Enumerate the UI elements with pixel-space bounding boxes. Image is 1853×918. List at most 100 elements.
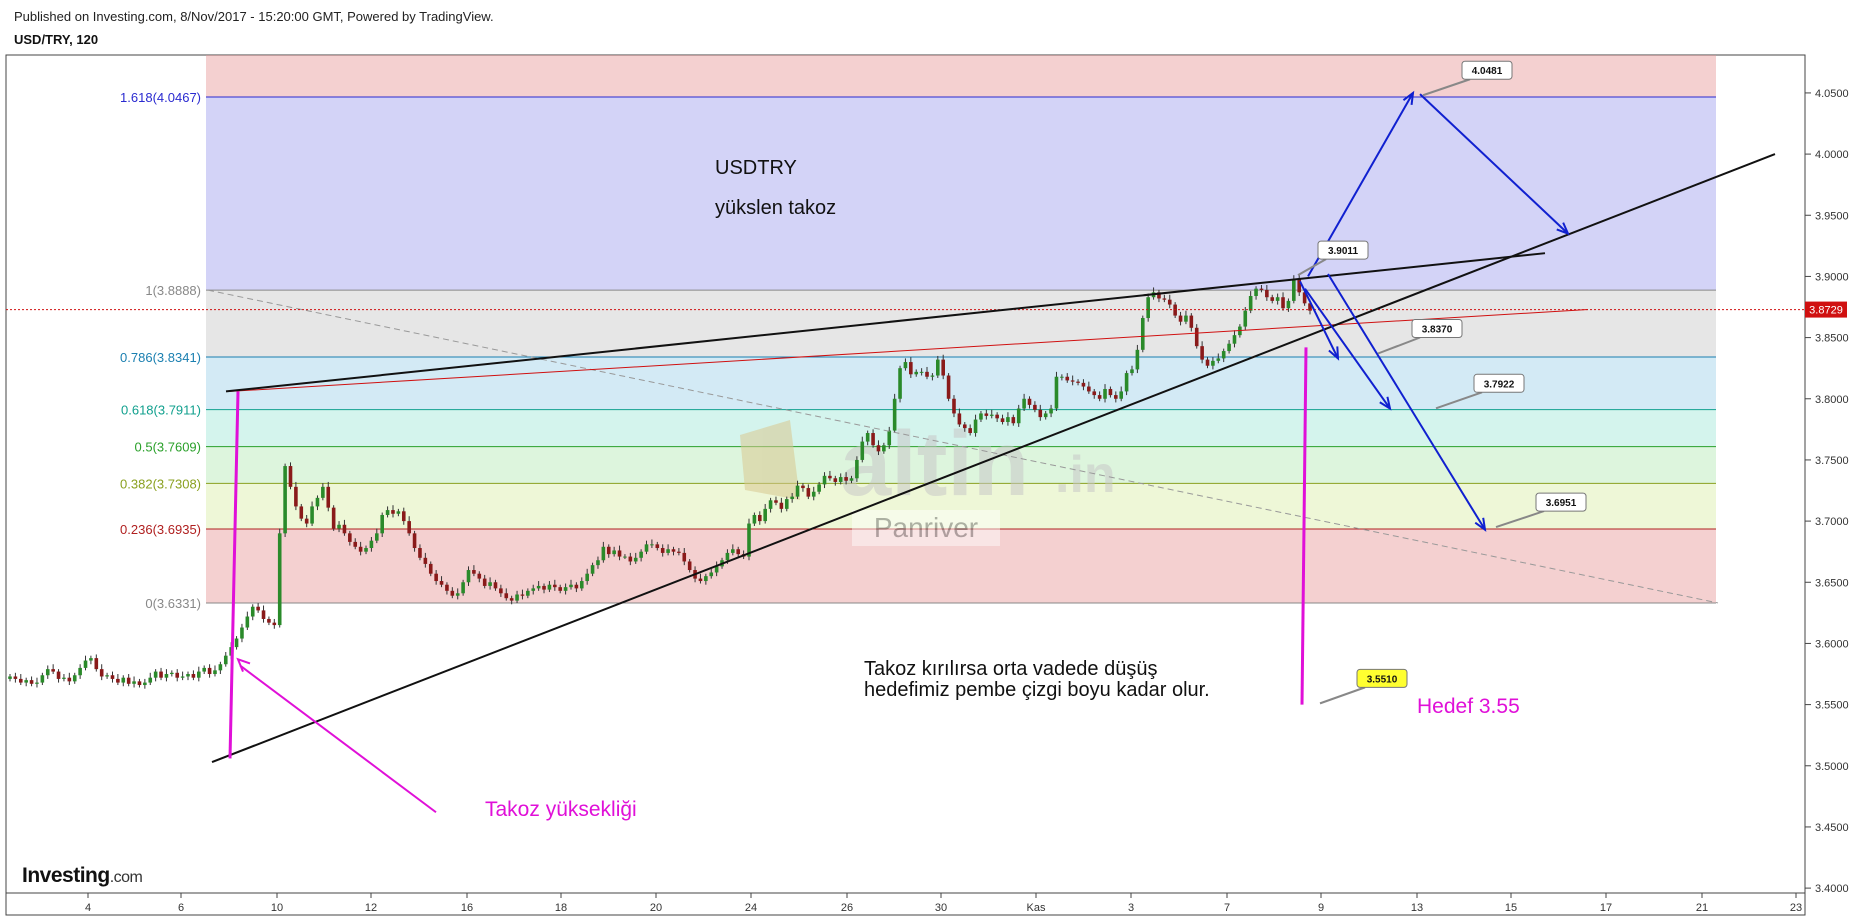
candle-body: [175, 672, 180, 678]
price-callout: 3.5510: [1319, 668, 1408, 705]
candle-body: [585, 573, 589, 582]
candle-body: [855, 459, 859, 479]
symbol-title: USD/TRY, 120: [14, 32, 99, 47]
candle-body: [56, 671, 61, 679]
candle-body: [504, 593, 509, 599]
candle-body: [391, 510, 395, 514]
candle-body: [89, 658, 93, 661]
price-callout: 3.7922: [1435, 373, 1525, 410]
time-tick-label: Kas: [1027, 902, 1046, 914]
time-tick-label: 15: [1505, 902, 1517, 914]
candle-body: [1146, 297, 1150, 319]
fib-zone: [206, 96, 1716, 291]
candle-body: [655, 544, 660, 549]
price-tick-label: 3.9500: [1815, 210, 1849, 222]
price-tick-label: 4.0500: [1815, 88, 1849, 100]
investing-logo[interactable]: Investing.com: [22, 864, 143, 888]
candle-body: [439, 581, 444, 585]
candle-body: [369, 540, 374, 549]
altin-watermark: altin .in Panriver: [740, 413, 1116, 546]
candle-body: [418, 548, 422, 558]
candle-body: [984, 413, 989, 416]
candle-body: [962, 424, 967, 429]
candle-body: [606, 546, 611, 555]
callout-box: [1411, 318, 1463, 338]
candle-body: [364, 548, 368, 552]
candle-body: [234, 638, 239, 648]
time-tick-label: 18: [555, 902, 567, 914]
candle-body: [957, 413, 962, 425]
candle-body: [650, 544, 654, 546]
price-callout: 4.0481: [1422, 60, 1513, 97]
publish-info: Published on Investing.com, 8/Nov/2017 -…: [14, 9, 494, 24]
fib-zone: [206, 446, 1716, 484]
annotation-comment: Takoz kırılırsa orta vadede düşüş hedefi…: [864, 659, 1210, 701]
candle-body: [40, 675, 45, 683]
candle-body: [833, 478, 838, 482]
candle-body: [617, 550, 622, 557]
fib-level-label: 0(3.6331): [145, 596, 201, 611]
callout-label: 3.8370: [1422, 324, 1453, 335]
logo-main: Investing: [22, 864, 110, 887]
candle-body: [1076, 381, 1080, 383]
price-tick-label: 3.7500: [1815, 455, 1849, 467]
candle-body: [946, 375, 951, 399]
time-tick-label: 26: [841, 902, 853, 914]
candle-body: [304, 518, 309, 524]
time-tick-label: 24: [745, 902, 757, 914]
candle-body: [736, 549, 741, 555]
candle-body: [1038, 409, 1043, 418]
candle-body: [1043, 413, 1048, 418]
candle-body: [639, 551, 643, 558]
candle-body: [407, 521, 411, 534]
candle-body: [191, 674, 196, 678]
candle-body: [623, 556, 627, 558]
blue-arrow-down-right: [1419, 93, 1569, 235]
annotation-subtitle: yükslen takoz: [715, 197, 837, 219]
target-height-line: [1300, 347, 1308, 705]
candle-body: [1119, 391, 1124, 399]
time-tick-label: 16: [461, 902, 473, 914]
price-tick-label: 3.5000: [1815, 761, 1849, 773]
candle-body: [499, 588, 503, 594]
candle-body: [892, 398, 897, 431]
candle-body: [137, 681, 142, 686]
candle-body: [1200, 346, 1204, 360]
watermark-emblem: [740, 420, 800, 500]
fib-zone: [206, 483, 1716, 530]
blue-arrow-mid: [1304, 288, 1391, 410]
candle-body: [903, 362, 908, 369]
annotation-comment-line2: hedefimiz pembe çizgi boyu kadar olur.: [864, 679, 1210, 701]
candle-body: [887, 430, 892, 446]
candle-body: [18, 678, 23, 683]
candle-body: [143, 682, 147, 686]
candle-body: [477, 573, 482, 579]
candle-body: [698, 578, 703, 582]
candle-body: [288, 466, 293, 487]
candle-body: [1070, 380, 1075, 382]
candle-body: [1000, 418, 1005, 423]
candle-body: [1049, 408, 1053, 414]
candle-body: [914, 371, 919, 375]
candle-body: [515, 594, 519, 601]
time-tick-label: 23: [1790, 902, 1802, 914]
candle-body: [401, 511, 406, 522]
candle-body: [747, 523, 751, 557]
candle-body: [461, 582, 465, 594]
candle-body: [472, 570, 476, 574]
candle-body: [283, 466, 287, 534]
callout-label: 3.5510: [1367, 674, 1398, 685]
candle-body: [1259, 288, 1264, 290]
time-tick-label: 17: [1600, 902, 1612, 914]
candle-body: [1227, 343, 1231, 352]
fib-level-label: 1(3.8888): [145, 283, 201, 298]
candle-body: [1184, 315, 1188, 322]
candle-body: [186, 674, 190, 677]
watermark-caption-bg: [852, 510, 1000, 546]
time-tick-label: 30: [935, 902, 947, 914]
candle-body: [1286, 300, 1291, 309]
candle-body: [8, 676, 12, 679]
candle-body: [763, 508, 767, 522]
candle-body: [99, 669, 104, 677]
